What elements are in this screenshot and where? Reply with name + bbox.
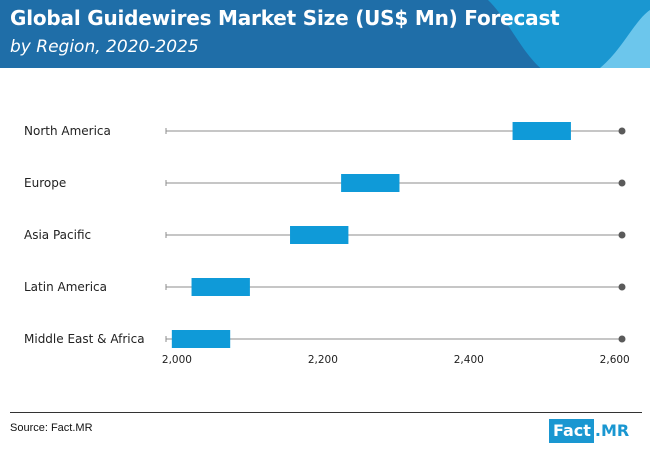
range-chart: North America Europe Asia Pacific Latin Ame… bbox=[24, 122, 630, 366]
header-banner: Global Guidewires Market Size (US$ Mn) F… bbox=[0, 0, 650, 68]
range-bar-europe bbox=[341, 174, 400, 192]
row-end-dot-europe bbox=[618, 179, 626, 187]
factmr-logo: Fact .MR bbox=[549, 419, 632, 443]
chart-rows: North America Europe Asia Pacific Latin Ame… bbox=[24, 122, 626, 348]
range-bar-middle-east-and-africa bbox=[171, 330, 231, 348]
row-north-america: North America bbox=[24, 122, 626, 140]
range-bar-asia-pacific bbox=[290, 226, 349, 244]
header-background bbox=[0, 0, 650, 68]
footer-divider bbox=[10, 412, 642, 413]
x-tick-label: 2,400 bbox=[454, 354, 484, 366]
region-label-middle-east-and-africa: Middle East & Africa bbox=[24, 332, 145, 346]
logo-part-fact: Fact bbox=[549, 419, 594, 443]
header-wave-dark bbox=[488, 0, 650, 68]
region-label-north-america: North America bbox=[24, 124, 111, 138]
row-end-dot-north-america bbox=[618, 127, 626, 135]
x-tick-label: 2,600 bbox=[600, 354, 630, 366]
chart-title: Global Guidewires Market Size (US$ Mn) F… bbox=[10, 6, 560, 30]
range-bar-latin-america bbox=[191, 278, 250, 296]
row-end-dot-asia-pacific bbox=[618, 231, 626, 239]
row-latin-america: Latin America bbox=[24, 278, 626, 296]
logo-part-mr: .MR bbox=[593, 419, 632, 443]
chart-subtitle: by Region, 2020-2025 bbox=[10, 37, 199, 57]
region-label-europe: Europe bbox=[24, 176, 66, 190]
region-label-latin-america: Latin America bbox=[24, 280, 107, 294]
row-end-dot-middle-east-and-africa bbox=[618, 335, 626, 343]
x-axis-ticks: 2,000 2,200 2,400 2,600 bbox=[162, 354, 630, 366]
x-tick-label: 2,200 bbox=[308, 354, 338, 366]
x-tick-label: 2,000 bbox=[162, 354, 192, 366]
row-end-dot-latin-america bbox=[618, 283, 626, 291]
range-bar-north-america bbox=[512, 122, 571, 140]
row-asia-pacific: Asia Pacific bbox=[24, 226, 626, 244]
region-label-asia-pacific: Asia Pacific bbox=[24, 228, 91, 242]
row-europe: Europe bbox=[24, 174, 626, 192]
source-note: Source: Fact.MR bbox=[10, 422, 93, 434]
row-middle-east-and-africa: Middle East & Africa bbox=[24, 330, 626, 348]
